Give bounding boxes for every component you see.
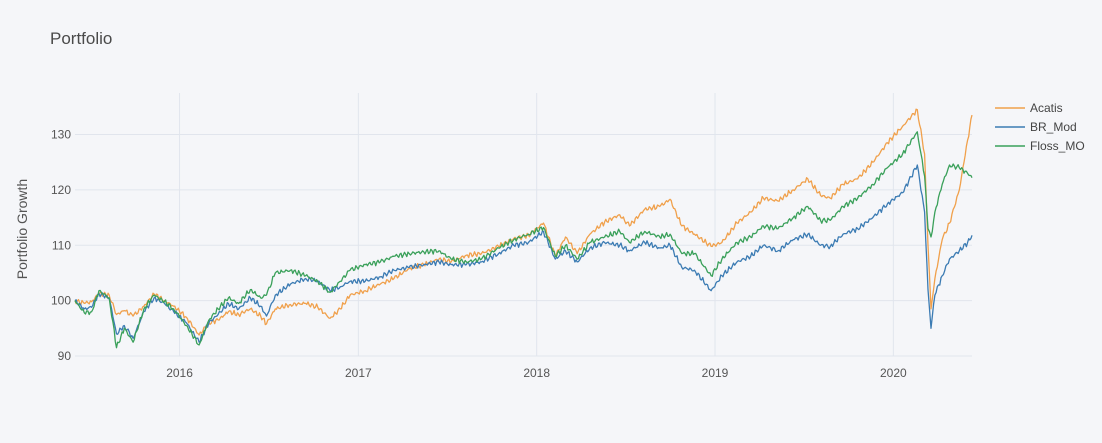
legend-item-floss-mo[interactable]: Floss_MO — [995, 139, 1085, 153]
y-tick-label: 130 — [51, 128, 71, 142]
y-tick-label: 100 — [51, 294, 71, 308]
y-tick-label: 110 — [52, 238, 71, 252]
x-tick-label: 2019 — [702, 366, 729, 380]
x-tick-label: 2018 — [523, 366, 550, 380]
plot-area — [74, 108, 973, 349]
chart-title: Portfolio — [50, 29, 112, 48]
legend-item-acatis[interactable]: Acatis — [995, 101, 1063, 115]
x-tick-label: 2016 — [166, 366, 193, 380]
series-line-br-mod — [74, 164, 973, 343]
legend-label: Floss_MO — [1030, 139, 1085, 153]
y-tick-label: 90 — [58, 349, 72, 363]
y-axis: 90 100 110 120 130 — [51, 128, 71, 363]
x-axis: 2016 2017 2018 2019 2020 — [166, 366, 907, 380]
grid — [75, 93, 972, 357]
legend-label: Acatis — [1030, 101, 1063, 115]
y-axis-title: Portfolio Growth — [14, 179, 30, 279]
series-line-floss-mo — [74, 131, 973, 349]
x-tick-label: 2020 — [880, 366, 907, 380]
legend-label: BR_Mod — [1030, 120, 1077, 134]
legend-item-br-mod[interactable]: BR_Mod — [995, 120, 1077, 134]
legend[interactable]: Acatis BR_Mod Floss_MO — [995, 101, 1085, 153]
y-tick-label: 120 — [51, 183, 71, 197]
x-tick-label: 2017 — [345, 366, 372, 380]
